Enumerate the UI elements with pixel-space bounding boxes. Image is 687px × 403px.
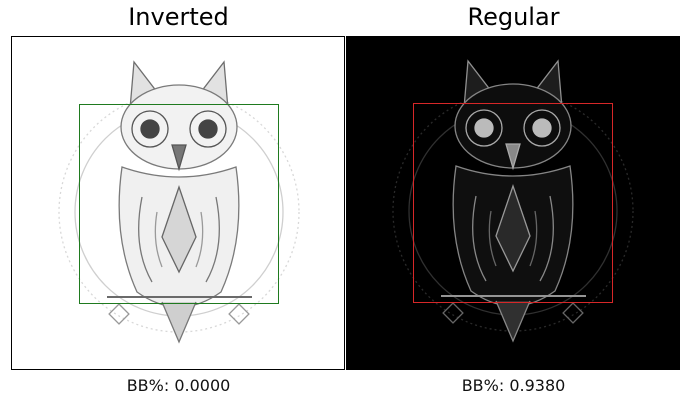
right-panel-caption: BB%: 0.9380 — [461, 376, 566, 395]
inverted-image-panel — [11, 36, 345, 370]
bounding-box — [413, 103, 613, 303]
bounding-box — [79, 104, 279, 304]
right-panel-title: Regular — [467, 3, 560, 31]
regular-image-panel — [346, 36, 680, 370]
owl-illustration-regular — [392, 59, 634, 343]
left-panel-title: Inverted — [128, 3, 229, 31]
left-panel-caption: BB%: 0.0000 — [126, 376, 231, 395]
owl-illustration-inverted — [58, 60, 300, 344]
